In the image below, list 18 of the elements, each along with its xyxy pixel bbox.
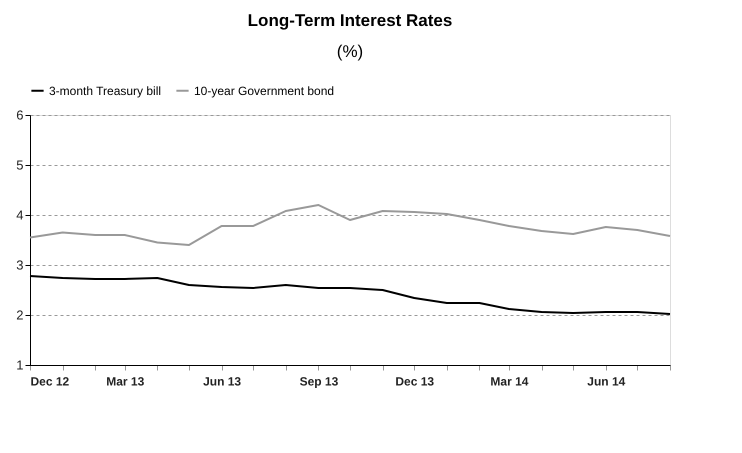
- y-tick-label: 5: [16, 158, 24, 172]
- y-tick-label: 1: [16, 358, 24, 372]
- y-tick-label: 6: [16, 108, 24, 122]
- x-tick-label: Dec 12: [30, 374, 70, 388]
- legend-label: 3-month Treasury bill: [49, 84, 162, 98]
- x-tick-label: Dec 13: [395, 374, 434, 388]
- line-series: [29, 204, 671, 246]
- chart-subtitle: (%): [336, 42, 364, 61]
- x-tick-label: Mar 13: [106, 374, 145, 388]
- y-tick-label: 3: [16, 258, 24, 272]
- chart-title: Long-Term Interest Rates: [248, 11, 452, 30]
- y-tick-label: 2: [16, 308, 24, 322]
- x-tick-label: Sep 13: [300, 374, 339, 388]
- legend-label: 10-year Government bond: [194, 84, 334, 98]
- x-tick-label: Jun 14: [587, 374, 626, 388]
- x-tick-label: Mar 14: [490, 374, 529, 388]
- x-tick-label: Jun 13: [203, 374, 242, 388]
- y-tick-label: 4: [16, 208, 24, 222]
